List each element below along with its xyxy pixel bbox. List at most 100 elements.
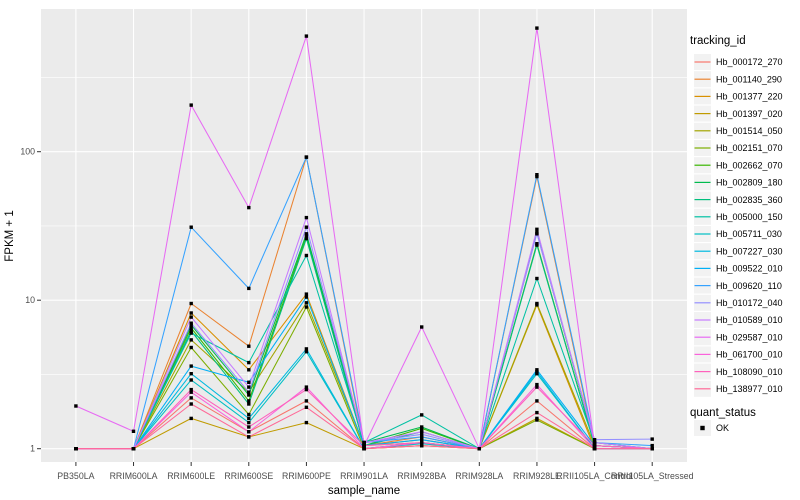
legend-item: Hb_061700_010 [694, 346, 783, 363]
data-point [189, 396, 193, 400]
data-point [304, 225, 309, 229]
legend-item: Hb_010172_040 [694, 294, 783, 311]
data-point [650, 443, 654, 448]
data-point [535, 301, 539, 306]
legend-item-label: Hb_010172_040 [716, 298, 783, 308]
legend-title-tracking-id: tracking_id [690, 35, 746, 47]
points-layer [74, 26, 654, 451]
x-axis-title: sample_name [328, 485, 400, 497]
data-point [247, 420, 251, 425]
data-point [535, 382, 539, 387]
legend-item-label: Hb_009620_110 [716, 281, 782, 291]
data-point [535, 232, 539, 236]
data-point [420, 443, 424, 448]
data-point [189, 301, 193, 306]
data-point [420, 430, 424, 434]
legend-item: Hb_029587_010 [694, 329, 783, 346]
data-point [304, 253, 309, 258]
legend-item: Hb_002662_070 [694, 157, 783, 174]
data-point [189, 321, 193, 325]
data-point [247, 416, 251, 421]
data-point [189, 331, 193, 335]
legend-item-label: OK [716, 423, 729, 433]
legend-item: OK [694, 420, 729, 436]
data-point [362, 447, 366, 451]
data-point [592, 440, 597, 445]
data-point [304, 405, 309, 409]
data-point [74, 447, 78, 451]
data-point [420, 425, 424, 429]
data-point [477, 447, 481, 451]
data-point [420, 438, 424, 442]
legend-item-label: Hb_005000_150 [716, 212, 783, 222]
data-point [304, 155, 309, 159]
data-point [304, 295, 309, 299]
legend-item-label: Hb_001140_290 [716, 74, 782, 84]
data-point [304, 305, 309, 309]
data-point [304, 347, 309, 351]
data-point [131, 429, 136, 433]
data-point [535, 399, 539, 403]
x-tick-label: RRIM600LE [167, 471, 215, 481]
legend-item: Hb_001397_020 [694, 105, 783, 122]
data-point [592, 438, 597, 442]
data-point [304, 301, 309, 305]
data-point [304, 292, 309, 296]
legend-key-point [700, 425, 705, 431]
data-point [535, 372, 539, 376]
legend-item-label: Hb_010589_010 [716, 315, 783, 325]
data-point [535, 26, 539, 30]
data-point [247, 205, 251, 210]
legend-item: Hb_000172_270 [694, 54, 783, 70]
data-point [535, 243, 539, 247]
data-point [189, 372, 193, 376]
data-point [189, 378, 193, 382]
data-point [535, 276, 539, 281]
y-tick-label: 100 [20, 147, 35, 157]
y-tick-label: 1 [30, 444, 35, 454]
x-tick-label: RRIM928BA [397, 471, 446, 481]
data-point [247, 360, 251, 365]
data-point [304, 385, 309, 389]
data-point [189, 390, 193, 394]
data-point [247, 344, 251, 348]
data-point [189, 315, 193, 319]
legend-item: Hb_001377_220 [694, 88, 783, 105]
data-point [420, 435, 424, 439]
data-point [420, 432, 424, 436]
data-point [362, 443, 366, 448]
data-point [420, 325, 424, 329]
legend-item-label: Hb_029587_010 [716, 332, 783, 342]
legend-item: Hb_001140_290 [694, 71, 782, 88]
data-point [189, 416, 193, 421]
data-point [592, 443, 597, 448]
legend-item-label: Hb_007227_030 [716, 246, 783, 256]
data-point [592, 447, 597, 451]
legend-item-label: Hb_138977_010 [716, 384, 783, 394]
data-point [304, 399, 309, 403]
legend-item: Hb_002835_360 [694, 191, 783, 208]
x-tick-label: PB350LA [57, 471, 94, 481]
legend-title-quant-status: quant_status [690, 407, 756, 419]
panel-layer [41, 9, 687, 462]
legend-item-label: Hb_061700_010 [716, 350, 783, 360]
legend-item: Hb_108090_010 [694, 363, 783, 380]
data-point [247, 435, 251, 439]
x-tick-label: RRIM600PE [282, 471, 331, 481]
legend-item: Hb_010589_010 [694, 312, 783, 328]
data-point [535, 227, 539, 231]
y-tick-label: 10 [25, 295, 35, 305]
legend-item: Hb_007227_030 [694, 243, 783, 260]
legend-item-label: Hb_108090_010 [716, 367, 783, 377]
data-point [304, 34, 309, 38]
legend-item: Hb_005711_030 [694, 226, 782, 242]
x-tick-label: RRIM928LE [513, 471, 561, 481]
data-point [247, 399, 251, 403]
data-point [247, 393, 251, 397]
legend-item-label: Hb_002662_070 [716, 160, 783, 170]
data-point [304, 234, 309, 238]
legend-item-label: Hb_001397_020 [716, 109, 783, 119]
data-point [189, 402, 193, 406]
data-point [304, 236, 309, 241]
